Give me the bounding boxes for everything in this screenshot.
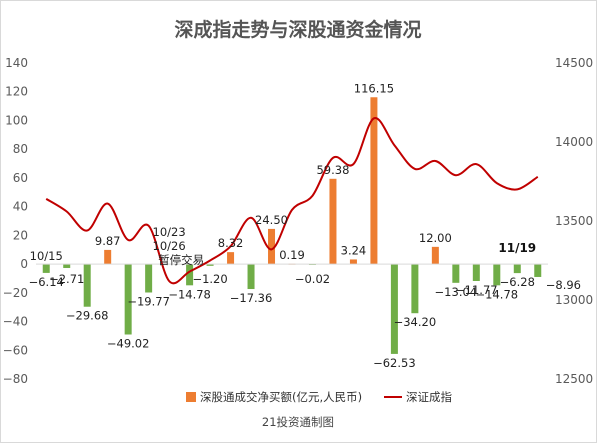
date-annotation: 11/19 [498,241,536,255]
bar-data-label: 12.00 [419,231,452,245]
line-series [45,117,539,285]
left-tick-label: 60 [13,171,28,185]
left-tick-label: −80 [3,372,28,386]
bar [247,264,255,290]
left-tick-label: −60 [3,343,28,357]
bar [493,264,501,286]
suspension-annotation: 暂停交易 [158,253,204,267]
bar-data-label: −13.04 [435,285,478,299]
bar [186,264,194,286]
bar-data-labels: −6.14−2.71−29.689.87−49.02−19.77−14.78−1… [29,81,581,370]
right-tick-label: 14000 [555,135,593,149]
bar-data-label: 116.15 [354,81,394,95]
bar [370,97,378,265]
bar-data-label: −14.78 [476,287,519,301]
bar [513,264,521,274]
bar-data-label: −19.77 [127,294,170,308]
bar [104,249,112,265]
bar [227,252,235,265]
bar-data-label: 24.50 [255,213,288,227]
left-axis: 140 120 100 80 60 40 20 0 −20 −40 −60 −80 [3,56,28,386]
date-annotation: 10/15 [30,249,63,263]
source-note: 21投资通制图 [262,415,334,429]
legend-label-line: 深证成指 [406,390,452,404]
bar-series [42,97,542,354]
bar-data-label: 3.24 [341,243,367,257]
bar-data-label: −2.71 [49,272,84,286]
left-tick-label: 20 [13,228,28,242]
bar-data-label: 9.87 [95,234,121,248]
bar-data-label: −6.28 [500,275,535,289]
bar-data-label: −62.53 [373,356,416,370]
bar-data-label: −49.02 [107,337,150,351]
bar-data-label: −1.20 [192,272,227,286]
bar [431,246,439,265]
bar [42,264,50,273]
bar [145,264,153,293]
bar-data-label: 59.38 [316,163,349,177]
bar [472,264,480,281]
left-tick-label: 40 [13,200,28,214]
left-tick-label: 100 [5,113,28,127]
bar [329,178,337,265]
date-annotation: 10/23 [153,225,186,239]
left-tick-label: 120 [5,85,28,99]
bar-data-label: 0.19 [279,248,305,262]
bar [534,264,542,277]
bar [124,264,132,335]
bar [411,264,419,314]
bar-data-label: −14.78 [168,287,211,301]
right-tick-label: 13500 [555,214,593,228]
right-tick-label: 13000 [555,293,593,307]
right-tick-label: 14500 [555,56,593,70]
right-tick-label: 12500 [555,372,593,386]
date-annotation: 10/26 [153,239,186,253]
index-line [45,117,539,285]
left-tick-label: 80 [13,142,28,156]
legend: 深股通成交净买额(亿元,人民币) 深证成指 [186,390,452,404]
bar-data-label: 8.32 [218,236,244,250]
bar [268,228,276,265]
bar-data-label: −6.14 [29,275,64,289]
legend-swatch-bar [186,392,196,402]
bar [206,264,214,266]
left-tick-label: −40 [3,315,28,329]
left-tick-label: 0 [20,257,28,271]
chart-title: 深成指走势与深股通资金情况 [174,18,421,41]
bar [349,259,357,265]
legend-label-bar: 深股通成交净买额(亿元,人民币) [200,390,362,404]
left-tick-label: −20 [3,286,28,300]
bar-data-label: −29.68 [66,309,109,323]
bar-data-label: −8.96 [546,278,581,292]
bar [452,264,460,283]
left-tick-label: 140 [5,56,28,70]
bar [63,264,71,268]
bar-data-label: −34.20 [394,315,437,329]
bar [83,264,91,307]
right-axis: 14500 14000 13500 13000 12500 [555,56,593,386]
bar-data-label: −0.02 [295,272,330,286]
bar [390,264,398,354]
bar-data-label: −17.36 [230,291,273,305]
bar-data-label: −11.77 [455,283,498,297]
